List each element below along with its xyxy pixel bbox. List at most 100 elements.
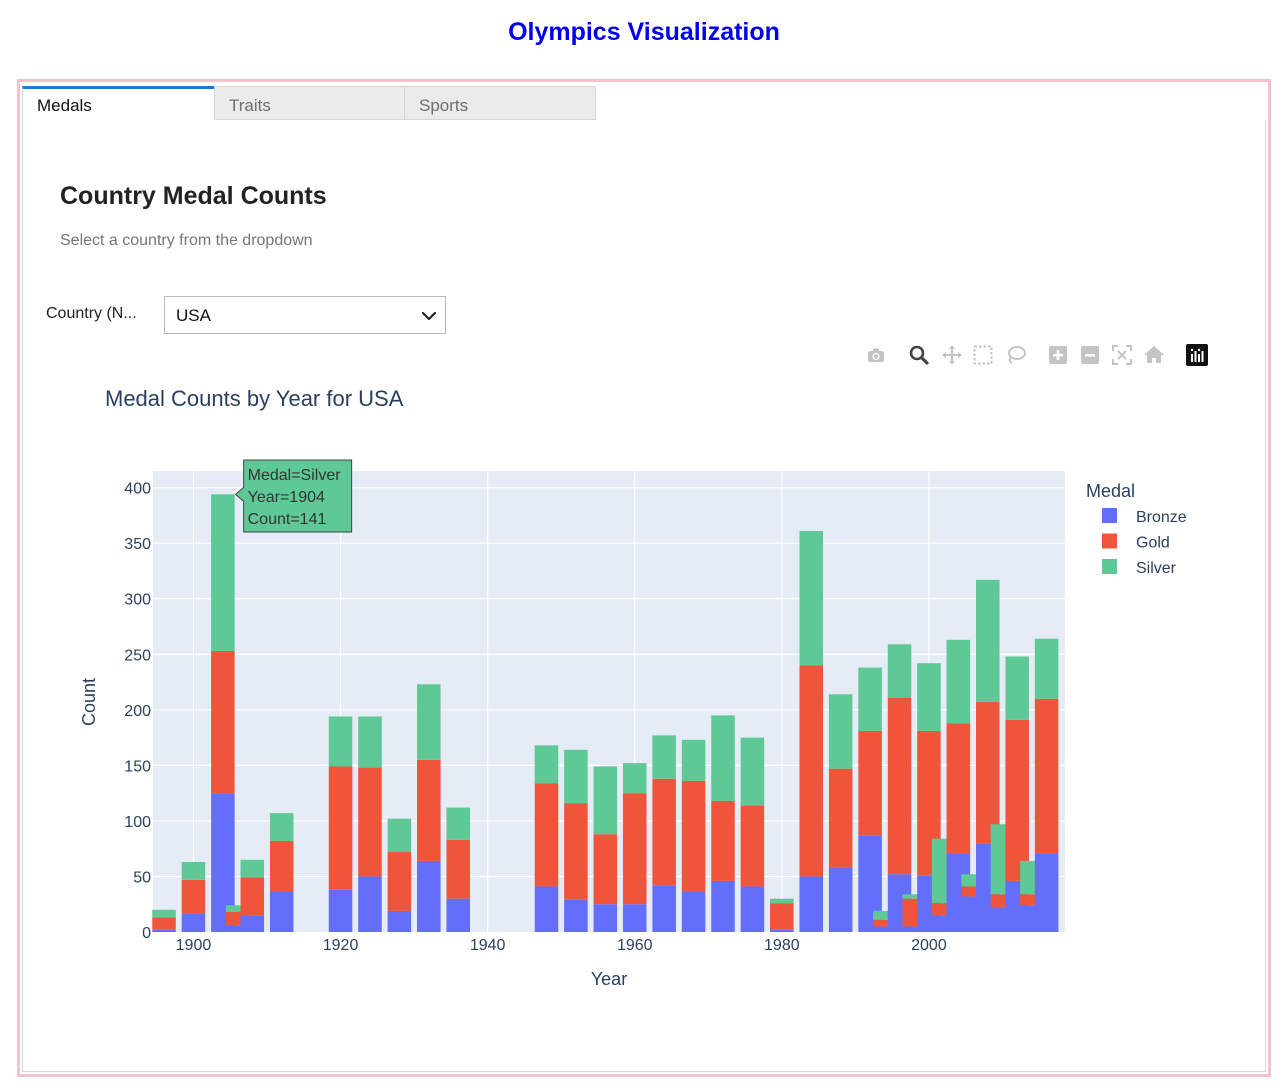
bar-bronze[interactable] bbox=[211, 793, 235, 932]
bar-gold[interactable] bbox=[358, 767, 382, 877]
bar-silver[interactable] bbox=[328, 716, 353, 767]
bar-silver[interactable] bbox=[181, 862, 206, 880]
autoscale-icon[interactable] bbox=[1110, 343, 1134, 367]
bar-bronze[interactable] bbox=[711, 880, 735, 932]
bar-silver[interactable] bbox=[225, 905, 250, 913]
tab-traits[interactable]: Traits bbox=[214, 86, 405, 120]
bar-silver[interactable] bbox=[946, 639, 971, 724]
bar-gold[interactable] bbox=[711, 800, 735, 881]
bar-silver[interactable] bbox=[799, 530, 824, 666]
bar-silver[interactable] bbox=[976, 579, 1000, 703]
lasso-icon[interactable] bbox=[1004, 343, 1028, 367]
bar-bronze[interactable] bbox=[446, 898, 470, 932]
bar-gold[interactable] bbox=[799, 665, 824, 877]
bar-bronze[interactable] bbox=[593, 904, 618, 932]
bar-gold[interactable] bbox=[858, 730, 882, 836]
bar-silver[interactable] bbox=[873, 910, 897, 920]
bar-bronze[interactable] bbox=[1034, 853, 1059, 932]
bar-bronze[interactable] bbox=[652, 885, 676, 932]
tab-sports[interactable]: Sports bbox=[404, 86, 596, 120]
bar-silver[interactable] bbox=[1005, 656, 1029, 720]
bar-bronze[interactable] bbox=[681, 892, 706, 932]
bar-gold[interactable] bbox=[181, 879, 206, 914]
bar-silver[interactable] bbox=[887, 644, 912, 698]
bar-silver[interactable] bbox=[902, 894, 926, 899]
legend-label-bronze[interactable]: Bronze bbox=[1136, 509, 1187, 526]
bar-silver[interactable] bbox=[211, 494, 235, 651]
bar-silver[interactable] bbox=[770, 898, 794, 904]
country-dropdown[interactable]: USA bbox=[164, 296, 446, 334]
reset-axes-icon[interactable] bbox=[1142, 343, 1166, 367]
tab-medals[interactable]: Medals bbox=[22, 86, 215, 120]
legend-swatch-gold[interactable] bbox=[1102, 533, 1117, 549]
bar-silver[interactable] bbox=[593, 766, 618, 835]
bar-gold[interactable] bbox=[681, 780, 706, 893]
bar-gold[interactable] bbox=[446, 839, 470, 899]
bar-silver[interactable] bbox=[269, 813, 294, 841]
bar-bronze[interactable] bbox=[534, 886, 559, 932]
bar-bronze[interactable] bbox=[564, 899, 588, 932]
bar-gold[interactable] bbox=[946, 723, 971, 854]
bar-bronze[interactable] bbox=[873, 926, 897, 932]
bar-bronze[interactable] bbox=[152, 929, 176, 932]
bar-gold[interactable] bbox=[976, 702, 1000, 844]
bar-bronze[interactable] bbox=[417, 860, 441, 932]
bar-gold[interactable] bbox=[622, 793, 647, 905]
bar-silver[interactable] bbox=[711, 715, 735, 801]
bar-silver[interactable] bbox=[652, 735, 676, 779]
bar-gold[interactable] bbox=[328, 766, 353, 890]
bar-bronze[interactable] bbox=[387, 910, 412, 932]
bar-silver[interactable] bbox=[417, 684, 441, 760]
bar-bronze[interactable] bbox=[858, 835, 882, 932]
bar-silver[interactable] bbox=[858, 667, 882, 731]
bar-silver[interactable] bbox=[622, 763, 647, 794]
bar-bronze[interactable] bbox=[181, 913, 206, 932]
bar-gold[interactable] bbox=[152, 917, 176, 930]
zoom-out-icon[interactable] bbox=[1078, 343, 1102, 367]
legend-swatch-silver[interactable] bbox=[1102, 559, 1117, 574]
legend-swatch-bronze[interactable] bbox=[1102, 508, 1117, 523]
bar-bronze[interactable] bbox=[828, 867, 853, 932]
bar-bronze[interactable] bbox=[328, 889, 353, 932]
bar-gold[interactable] bbox=[211, 650, 235, 794]
bar-gold[interactable] bbox=[593, 834, 618, 905]
bar-gold[interactable] bbox=[1020, 894, 1044, 906]
bar-gold[interactable] bbox=[1005, 719, 1029, 881]
bar-gold[interactable] bbox=[740, 805, 765, 887]
legend-label-gold[interactable]: Gold bbox=[1136, 535, 1170, 552]
bar-silver[interactable] bbox=[681, 739, 706, 781]
bar-bronze[interactable] bbox=[225, 925, 250, 932]
bar-silver[interactable] bbox=[240, 859, 265, 878]
bar-bronze[interactable] bbox=[358, 876, 382, 932]
bar-silver[interactable] bbox=[446, 807, 470, 840]
bar-gold[interactable] bbox=[961, 886, 985, 897]
bar-bronze[interactable] bbox=[269, 892, 294, 932]
bar-bronze[interactable] bbox=[622, 904, 647, 932]
bar-gold[interactable] bbox=[770, 903, 794, 930]
bar-silver[interactable] bbox=[152, 909, 176, 918]
bar-gold[interactable] bbox=[240, 877, 265, 916]
bar-bronze[interactable] bbox=[902, 926, 926, 932]
bar-gold[interactable] bbox=[417, 759, 441, 861]
bar-gold[interactable] bbox=[1034, 698, 1059, 854]
bar-gold[interactable] bbox=[887, 697, 912, 875]
bar-silver[interactable] bbox=[564, 749, 588, 804]
pan-icon[interactable] bbox=[940, 343, 964, 367]
bar-bronze[interactable] bbox=[240, 915, 265, 932]
bar-gold[interactable] bbox=[387, 852, 412, 911]
bar-silver[interactable] bbox=[387, 818, 412, 853]
bar-gold[interactable] bbox=[873, 919, 897, 927]
bar-gold[interactable] bbox=[828, 768, 853, 868]
bar-gold[interactable] bbox=[652, 778, 676, 886]
zoom-icon[interactable] bbox=[907, 343, 931, 367]
box-select-icon[interactable] bbox=[971, 343, 995, 367]
bar-silver[interactable] bbox=[917, 663, 941, 731]
bar-silver[interactable] bbox=[828, 694, 853, 769]
bar-gold[interactable] bbox=[564, 803, 588, 900]
bar-silver[interactable] bbox=[740, 737, 765, 806]
zoom-in-icon[interactable] bbox=[1046, 343, 1070, 367]
bar-gold[interactable] bbox=[534, 783, 559, 887]
bar-silver[interactable] bbox=[534, 745, 559, 784]
bar-gold[interactable] bbox=[269, 840, 294, 893]
bar-silver[interactable] bbox=[1034, 638, 1059, 699]
